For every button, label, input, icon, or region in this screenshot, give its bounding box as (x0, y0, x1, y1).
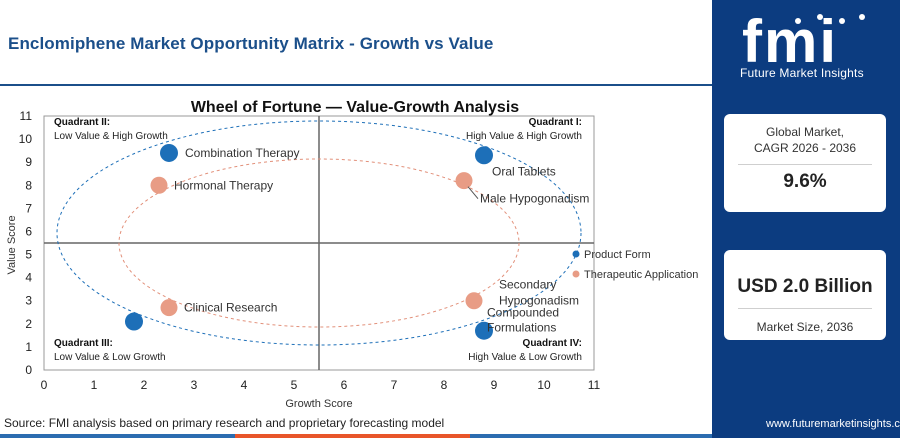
therapeutic-application-point[interactable] (455, 172, 473, 190)
legend-label: Product Form (584, 249, 651, 261)
y-tick-label: 11 (20, 109, 33, 123)
therapeutic-application-ellipse (118, 158, 520, 328)
x-tick-label: 9 (491, 378, 498, 392)
y-tick-label: 7 (25, 201, 32, 215)
point-label: Hormonal Therapy (174, 178, 273, 192)
q1-subtitle: High Value & High Growth (466, 131, 582, 142)
therapeutic-application-point[interactable] (150, 176, 168, 194)
product-form-point[interactable] (475, 146, 493, 165)
x-tick-label: 7 (391, 378, 398, 392)
x-tick-label: 2 (141, 378, 148, 392)
q4-title: Quadrant IV: (523, 338, 582, 349)
logo-wordmark: fmi (742, 8, 838, 75)
therapeutic-application-point[interactable] (465, 292, 483, 310)
x-tick-label: 8 (441, 378, 448, 392)
y-tick-label: 6 (25, 224, 32, 238)
cagr-label: Global Market, CAGR 2026 - 2036 (753, 125, 857, 155)
x-tick-label: 10 (537, 378, 551, 392)
x-tick-label: 0 (41, 378, 48, 392)
fmi-logo: fmi (742, 8, 865, 75)
legend-swatch (572, 250, 580, 258)
q3-subtitle: Low Value & Low Growth (54, 352, 166, 363)
q2-subtitle: Low Value & High Growth (54, 131, 168, 142)
point-label: Combination Therapy (185, 146, 300, 160)
cagr-value: 9.6% (783, 171, 827, 192)
x-axis-label: Growth Score (285, 398, 352, 410)
therapeutic-application-point[interactable] (160, 299, 178, 317)
y-tick-label: 9 (25, 155, 32, 169)
card-divider (738, 308, 872, 309)
product-form-point[interactable] (475, 321, 493, 340)
q3-title: Quadrant III: (54, 338, 113, 349)
y-tick-label: 10 (19, 132, 33, 146)
footer-accent-bar (0, 434, 712, 438)
header-divider (0, 84, 712, 86)
product-form-point[interactable] (160, 143, 178, 162)
point-label: Clinical Research (184, 301, 277, 315)
point-label: Formulations (487, 321, 556, 335)
market-size-card: USD 2.0 Billion Market Size, 2036 (724, 250, 886, 340)
brand-sidebar (712, 0, 900, 438)
y-tick-label: 8 (25, 178, 32, 192)
y-tick-label: 0 (25, 363, 32, 377)
legend-label: Therapeutic Application (584, 269, 698, 281)
y-tick-label: 3 (25, 294, 32, 308)
page-title: Enclomiphene Market Opportunity Matrix -… (8, 34, 494, 53)
source-note: Source: FMI analysis based on primary re… (4, 416, 445, 430)
website-link[interactable]: www.futuremarketinsights.com (766, 418, 900, 430)
point-label: Male Hypogonadism (480, 192, 589, 206)
q2-title: Quadrant II: (54, 117, 110, 128)
card-divider (738, 164, 872, 165)
x-tick-label: 4 (241, 378, 248, 392)
opportunity-matrix-chart: Wheel of Fortune — Value-Growth Analysis… (6, 99, 698, 410)
x-tick-label: 11 (588, 378, 601, 392)
product-form-point[interactable] (125, 312, 143, 331)
point-label: Compounded (487, 306, 559, 320)
x-tick-label: 6 (341, 378, 348, 392)
point-label: Hypogonadism (499, 294, 579, 308)
y-tick-label: 4 (25, 271, 32, 285)
legend-swatch (572, 270, 580, 278)
x-tick-label: 3 (191, 378, 198, 392)
x-tick-label: 5 (291, 378, 298, 392)
point-label: Secondary (499, 278, 556, 292)
q1-title: Quadrant I: (529, 117, 582, 128)
product-form-ellipse (56, 120, 582, 346)
market-size-value: USD 2.0 Billion (737, 276, 873, 297)
y-tick-label: 5 (25, 248, 32, 262)
y-tick-label: 2 (25, 317, 32, 331)
cagr-card: Global Market, CAGR 2026 - 2036 9.6% (724, 114, 886, 212)
logo-subtitle: Future Market Insights (740, 66, 864, 80)
chart-title: Wheel of Fortune — Value-Growth Analysis (191, 99, 519, 116)
q4-subtitle: High Value & Low Growth (468, 352, 582, 363)
x-tick-label: 1 (91, 378, 98, 392)
label-leader (467, 186, 479, 199)
y-axis-label: Value Score (6, 215, 18, 274)
y-tick-label: 1 (25, 340, 32, 354)
market-size-label: Market Size, 2036 (756, 320, 854, 334)
point-label: Oral Tablets (492, 164, 556, 178)
